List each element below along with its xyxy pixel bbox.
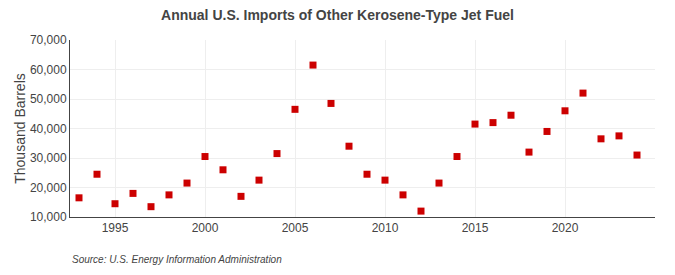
svg-text:60,000: 60,000 [30,63,67,77]
svg-text:30,000: 30,000 [30,151,67,165]
svg-text:70,000: 70,000 [30,33,67,47]
svg-text:2000: 2000 [192,221,219,235]
svg-text:Annual U.S. Imports of Other K: Annual U.S. Imports of Other Kerosene-Ty… [161,7,514,23]
svg-text:2010: 2010 [372,221,399,235]
svg-text:40,000: 40,000 [30,122,67,136]
svg-text:Source: U.S. Energy Informatio: Source: U.S. Energy Information Administ… [72,254,282,265]
svg-text:Thousand Barrels: Thousand Barrels [12,73,28,184]
svg-text:2015: 2015 [462,221,489,235]
svg-text:2005: 2005 [282,221,309,235]
svg-text:2020: 2020 [552,221,579,235]
svg-text:20,000: 20,000 [30,181,67,195]
svg-text:10,000: 10,000 [30,210,67,224]
svg-text:50,000: 50,000 [30,92,67,106]
svg-text:1995: 1995 [102,221,129,235]
